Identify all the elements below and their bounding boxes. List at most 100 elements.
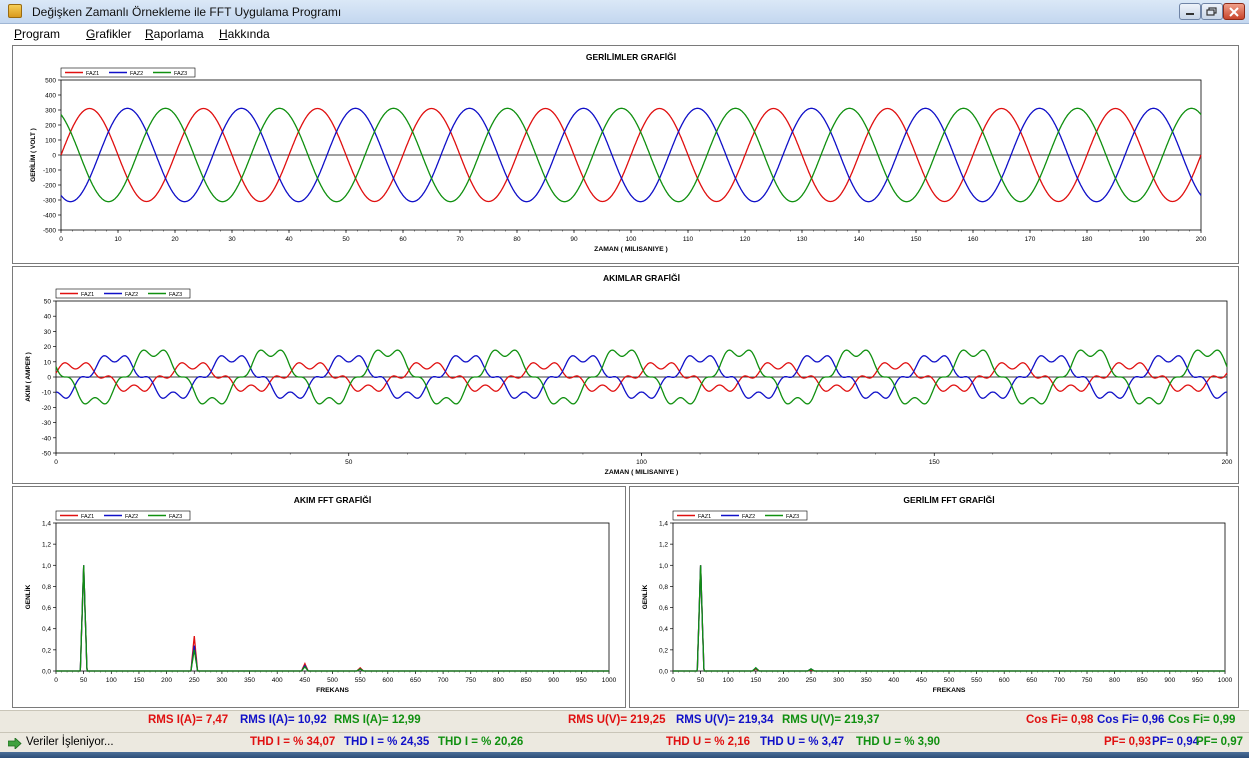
series-faz3	[60, 107, 1202, 203]
thd-voltage-faz3: THD U = % 3,90	[856, 736, 941, 748]
x-tick-label: 120	[740, 236, 751, 243]
status-bar-thd: Veriler İşleniyor... THD I = % 34,07 THD…	[0, 732, 1249, 752]
x-tick-label: 180	[1082, 236, 1093, 243]
legend-label-faz1: FAZ1	[698, 514, 711, 520]
x-tick-label: 150	[134, 677, 145, 684]
y-tick-label: 30	[44, 329, 52, 336]
y-tick-label: 10	[44, 359, 52, 366]
chart-title: GERİLİMLER GRAFİĞİ	[586, 51, 676, 62]
process-status-text: Veriler İşleniyor...	[26, 736, 114, 748]
legend-box	[55, 510, 191, 521]
pf-faz2: PF= 0,94	[1152, 736, 1199, 748]
minimize-button[interactable]	[1179, 3, 1201, 20]
cos-fi-faz1: Cos Fi= 0,98	[1026, 714, 1094, 726]
x-tick-label: 650	[1026, 677, 1037, 684]
y-tick-label: 1,4	[659, 521, 668, 528]
y-axis-label: GERİLİM ( VOLT )	[29, 128, 37, 182]
y-tick-label: 0	[52, 153, 56, 160]
x-tick-label: 650	[410, 677, 421, 684]
menu-hakkinda-accel: H	[219, 27, 228, 41]
y-tick-label: -300	[43, 198, 56, 205]
rms-voltage-faz2: RMS U(V)= 219,34	[676, 714, 774, 726]
legend-label-faz1: FAZ1	[81, 514, 94, 520]
current-fft-chart: AKIM FFT GRAFİĞİ 0,0 0,2 0,4 0,6 0,8 1,0 1,2 1,4…	[24, 494, 617, 694]
x-tick-label: 800	[493, 677, 504, 684]
x-tick-label: 60	[399, 236, 407, 243]
y-tick-label: 20	[44, 344, 52, 351]
y-tick-label: 1,2	[659, 542, 668, 549]
pf-faz1: PF= 0,93	[1104, 736, 1151, 748]
legend-label-faz2: FAZ2	[125, 292, 138, 298]
plot-area	[672, 522, 1226, 672]
y-tick-label: 50	[44, 299, 52, 306]
x-tick-label: 400	[888, 677, 899, 684]
x-tick-label: 800	[1109, 677, 1120, 684]
x-axis-label: ZAMAN ( MILISANIYE )	[594, 246, 668, 253]
x-tick-label: 150	[750, 677, 761, 684]
legend: FAZ1 FAZ2 FAZ3	[55, 288, 191, 299]
y-tick-label: 0,4	[42, 626, 51, 633]
restore-button[interactable]	[1201, 3, 1223, 20]
y-tick-label: -200	[43, 183, 56, 190]
y-tick-label: 0	[47, 375, 51, 382]
x-tick-label: 130	[797, 236, 808, 243]
menu-program[interactable]: Program	[14, 27, 60, 41]
y-tick-label: 0,6	[42, 605, 51, 612]
x-tick-label: 200	[1196, 236, 1207, 243]
y-tick-label: 300	[45, 108, 56, 115]
x-tick-label: 300	[833, 677, 844, 684]
x-tick-label: 30	[228, 236, 236, 243]
window-title: Değişken Zamanlı Örnekleme ile FFT Uygul…	[32, 5, 342, 19]
menu-raporlama-label: aporlama	[153, 27, 204, 41]
rms-voltage-faz3: RMS U(V)= 219,37	[782, 714, 880, 726]
x-tick-label: 90	[570, 236, 578, 243]
y-tick-label: -400	[43, 213, 56, 220]
y-tick-label: -500	[43, 228, 56, 235]
x-tick-label: 1000	[602, 677, 617, 684]
x-tick-label: 160	[968, 236, 979, 243]
x-tick-label: 350	[244, 677, 255, 684]
x-tick-label: 100	[106, 677, 117, 684]
x-tick-label: 850	[1137, 677, 1148, 684]
minimize-icon	[1186, 13, 1194, 15]
close-button[interactable]	[1223, 3, 1245, 20]
menu-raporlama[interactable]: Raporlama	[145, 27, 204, 41]
y-tick-label: 0,2	[659, 647, 668, 654]
y-tick-label: 1,2	[42, 542, 51, 549]
plot-area	[55, 522, 610, 672]
x-tick-label: 750	[1082, 677, 1093, 684]
x-tick-label: 0	[54, 677, 58, 684]
x-tick-label: 550	[971, 677, 982, 684]
x-tick-label: 900	[548, 677, 559, 684]
x-tick-label: 950	[576, 677, 587, 684]
series-faz3	[56, 565, 609, 672]
x-tick-label: 70	[456, 236, 464, 243]
x-tick-label: 110	[683, 236, 694, 243]
legend-label-faz2: FAZ2	[125, 514, 138, 520]
legend-box	[55, 288, 191, 299]
rms-current-faz3: RMS I(A)= 12,99	[334, 714, 421, 726]
x-tick-label: 50	[345, 459, 353, 466]
y-tick-label: 0,2	[42, 647, 51, 654]
x-tick-label: 550	[355, 677, 366, 684]
y-tick-label: -40	[42, 435, 52, 442]
legend: FAZ1 FAZ2 FAZ3	[55, 510, 191, 521]
y-tick-label: 100	[45, 138, 56, 145]
x-tick-label: 400	[272, 677, 283, 684]
y-tick-label: 500	[45, 78, 56, 85]
x-tick-label: 500	[327, 677, 338, 684]
legend-label-faz3: FAZ3	[174, 71, 187, 77]
thd-voltage-faz1: THD U = % 2,16	[666, 736, 751, 748]
x-tick-label: 50	[80, 677, 88, 684]
series-faz1	[55, 362, 1228, 392]
y-tick-label: 400	[45, 93, 56, 100]
series-faz2	[55, 355, 1228, 399]
voltage-chart: GERİLİMLER GRAFİĞİ -500 -400 -300 -200 -100 0 1…	[29, 51, 1207, 253]
x-tick-label: 600	[382, 677, 393, 684]
y-tick-label: 0,0	[659, 669, 668, 676]
x-tick-label: 40	[285, 236, 293, 243]
x-tick-label: 200	[778, 677, 789, 684]
series-faz1	[60, 107, 1202, 203]
menu-grafikler[interactable]: Grafikler	[86, 27, 131, 41]
menu-hakkinda[interactable]: Hakkında	[219, 27, 270, 41]
